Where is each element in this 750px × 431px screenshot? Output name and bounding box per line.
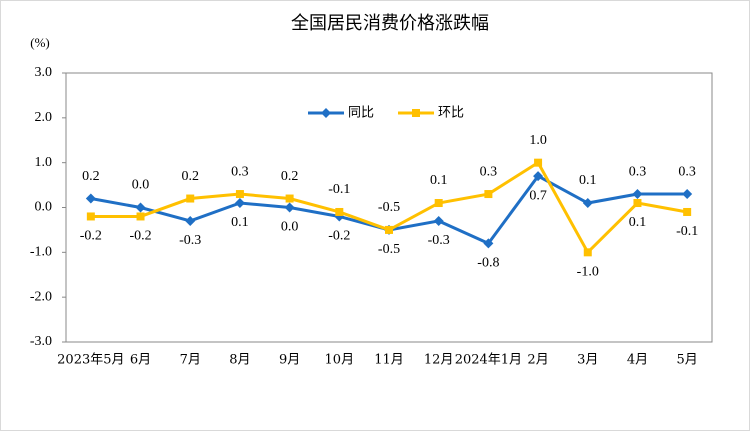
y-tick-label: 2.0 [35, 110, 53, 125]
value-label: 0.3 [629, 164, 647, 179]
marker [285, 194, 294, 203]
value-label: -0.3 [428, 233, 450, 248]
marker [335, 207, 344, 216]
x-tick-label: 3月 [577, 353, 598, 368]
marker [484, 190, 493, 199]
x-tick-label: 11月 [374, 353, 404, 368]
value-label: 0.3 [480, 164, 498, 179]
marker [483, 238, 494, 249]
value-label: 0.1 [231, 215, 249, 230]
x-tick-label: 2023年5月 [57, 353, 124, 368]
marker [136, 212, 145, 221]
x-tick-label: 8月 [229, 353, 250, 368]
value-label: -0.2 [129, 229, 151, 244]
value-label: -0.5 [378, 242, 400, 257]
x-tick-label: 9月 [279, 353, 300, 368]
x-tick-label: 4月 [627, 353, 648, 368]
y-tick-label: 1.0 [35, 155, 53, 170]
marker [433, 215, 444, 226]
value-label: -0.3 [179, 233, 201, 248]
value-label: 1.0 [529, 133, 547, 148]
marker [85, 193, 96, 204]
x-tick-label: 6月 [130, 353, 151, 368]
x-tick-label: 7月 [180, 353, 201, 368]
legend-marker [321, 108, 331, 118]
marker [534, 158, 543, 167]
marker [185, 215, 196, 226]
legend-label: 同比 [348, 106, 374, 121]
y-tick-label: 3.0 [35, 65, 53, 80]
value-label: 0.0 [281, 220, 299, 235]
value-label: 0.1 [579, 173, 597, 188]
value-label: 0.1 [629, 215, 647, 230]
y-tick-label: -3.0 [30, 334, 52, 349]
value-label: 0.7 [529, 188, 547, 203]
marker [434, 199, 443, 208]
marker [632, 189, 643, 200]
marker [186, 194, 195, 203]
marker [385, 225, 393, 234]
value-label: 0.3 [678, 164, 696, 179]
x-tick-label: 10月 [325, 353, 355, 368]
value-label: 0.3 [231, 164, 249, 179]
y-axis-label: (%) [30, 35, 50, 50]
marker [683, 207, 692, 216]
marker [583, 248, 592, 257]
x-tick-label: 12月 [424, 353, 454, 368]
marker [582, 198, 593, 209]
chart-title: 全国居民消费价格涨跌幅 [291, 13, 489, 34]
marker [86, 212, 95, 221]
value-label: 0.2 [82, 169, 100, 184]
marker [533, 171, 544, 182]
x-tick-label: 5月 [677, 353, 698, 368]
x-tick-label: 2024年1月 [455, 353, 522, 368]
value-label: -0.5 [378, 200, 400, 215]
value-label: -0.1 [676, 224, 698, 239]
marker [235, 190, 244, 199]
value-label: -1.0 [577, 265, 599, 280]
value-label: -0.2 [80, 229, 102, 244]
marker [633, 199, 642, 208]
y-tick-label: -2.0 [30, 289, 52, 304]
marker [135, 202, 146, 213]
y-tick-label: 0.0 [35, 200, 53, 215]
legend-marker [412, 109, 420, 117]
value-label: 0.0 [132, 178, 150, 193]
value-label: -0.2 [328, 229, 350, 244]
value-label: 0.1 [430, 173, 448, 188]
value-label: -0.1 [328, 182, 350, 197]
value-label: 0.2 [181, 169, 199, 184]
value-label: -0.8 [477, 256, 499, 271]
value-label: 0.2 [281, 169, 299, 184]
marker [284, 202, 295, 213]
legend-label: 环比 [438, 106, 464, 121]
marker [234, 198, 245, 209]
marker [682, 189, 693, 200]
x-tick-label: 2月 [527, 353, 548, 368]
y-tick-label: -1.0 [30, 245, 52, 260]
